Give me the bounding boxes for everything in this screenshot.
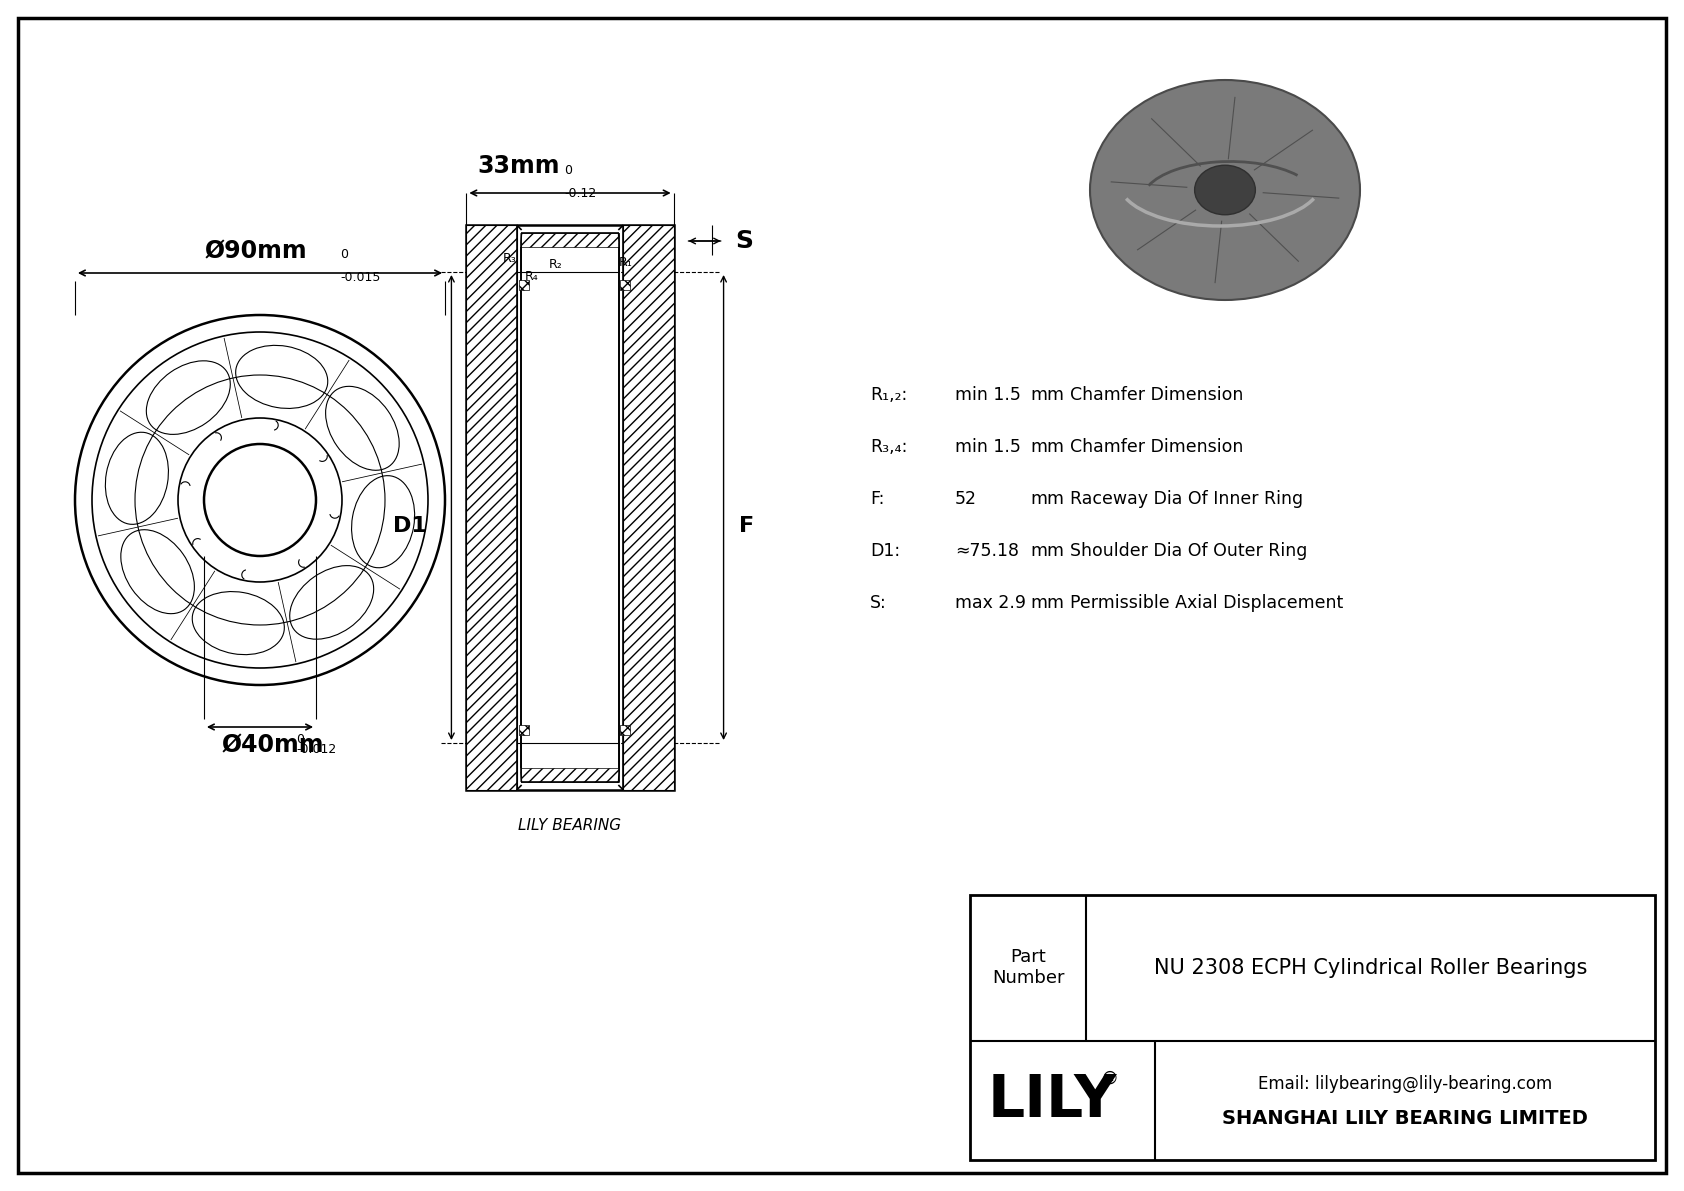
Text: LILY BEARING: LILY BEARING [519, 817, 621, 833]
Text: -0.12: -0.12 [564, 187, 596, 200]
Text: ≈75.18: ≈75.18 [955, 542, 1019, 560]
Text: max 2.9: max 2.9 [955, 594, 1026, 612]
Text: D1: D1 [392, 516, 426, 536]
Text: Chamfer Dimension: Chamfer Dimension [1069, 386, 1243, 404]
Text: Email: lilybearing@lily-bearing.com: Email: lilybearing@lily-bearing.com [1258, 1075, 1553, 1093]
Text: Ø40mm: Ø40mm [222, 732, 325, 757]
Text: min 1.5: min 1.5 [955, 438, 1021, 456]
Ellipse shape [1253, 88, 1292, 292]
Text: LILY: LILY [989, 1072, 1116, 1129]
Text: D1:: D1: [871, 542, 901, 560]
Text: F: F [739, 516, 754, 536]
Bar [620, 725, 630, 735]
Bar [519, 280, 529, 291]
Text: Permissible Axial Displacement: Permissible Axial Displacement [1069, 594, 1344, 612]
Text: ®: ® [1100, 1070, 1118, 1087]
Text: 0: 0 [564, 164, 573, 177]
Text: 52: 52 [955, 490, 977, 509]
Text: -0.015: -0.015 [340, 272, 381, 283]
Text: R₃,₄:: R₃,₄: [871, 438, 908, 456]
Text: min 1.5: min 1.5 [955, 386, 1021, 404]
Ellipse shape [1090, 80, 1361, 300]
Bar [466, 225, 517, 790]
Text: -0.012: -0.012 [296, 743, 337, 756]
Bar [466, 225, 674, 790]
Text: R₂: R₂ [549, 258, 562, 272]
Text: NU 2308 ECPH Cylindrical Roller Bearings: NU 2308 ECPH Cylindrical Roller Bearings [1154, 958, 1588, 978]
Text: Raceway Dia Of Inner Ring: Raceway Dia Of Inner Ring [1069, 490, 1303, 509]
Bar [522, 233, 618, 247]
Text: SHANGHAI LILY BEARING LIMITED: SHANGHAI LILY BEARING LIMITED [1223, 1109, 1588, 1128]
Ellipse shape [1194, 166, 1255, 214]
Text: S:: S: [871, 594, 887, 612]
Bar [623, 225, 674, 790]
Bar [522, 768, 618, 782]
Text: R₁,₂:: R₁,₂: [871, 386, 908, 404]
Text: R₁: R₁ [618, 256, 632, 269]
Text: 0: 0 [340, 248, 349, 261]
Text: mm: mm [1031, 386, 1064, 404]
Text: Ø90mm: Ø90mm [205, 239, 308, 263]
Bar [519, 725, 529, 735]
Text: Chamfer Dimension: Chamfer Dimension [1069, 438, 1243, 456]
Text: 0: 0 [296, 732, 305, 746]
Text: Part
Number: Part Number [992, 948, 1064, 987]
Text: R₃: R₃ [504, 251, 517, 264]
Text: mm: mm [1031, 490, 1064, 509]
Text: S: S [736, 229, 753, 252]
Text: mm: mm [1031, 438, 1064, 456]
Bar [970, 894, 1655, 1160]
Text: R₄: R₄ [525, 269, 539, 282]
Text: 33mm: 33mm [478, 154, 561, 177]
Bar [620, 280, 630, 291]
Text: F:: F: [871, 490, 884, 509]
Text: Shoulder Dia Of Outer Ring: Shoulder Dia Of Outer Ring [1069, 542, 1307, 560]
Text: mm: mm [1031, 542, 1064, 560]
Text: mm: mm [1031, 594, 1064, 612]
